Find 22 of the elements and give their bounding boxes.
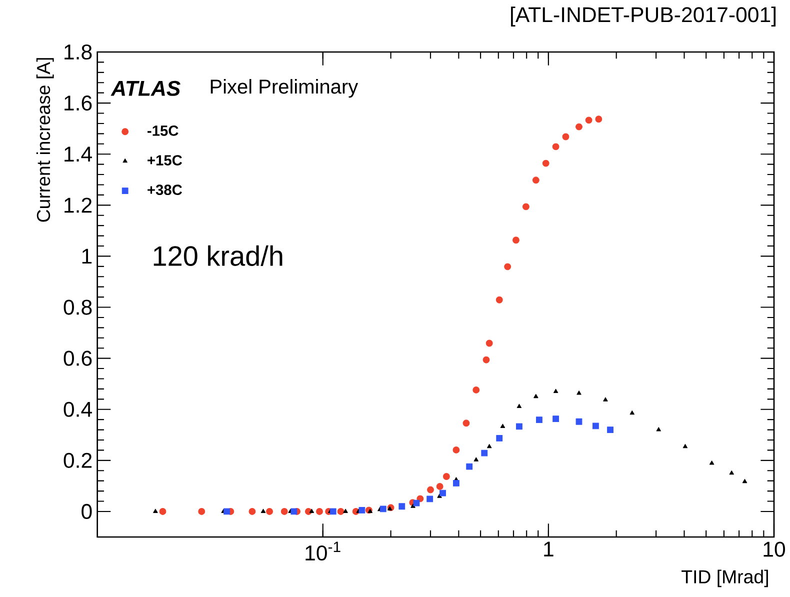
x-tick-label: 10$^{-1}$ <box>306 542 340 561</box>
y-tick-label: 1.8 <box>64 44 92 60</box>
legend-label: -15C <box>148 126 178 136</box>
y-tick-label: 1.2 <box>64 198 92 213</box>
x-axis-title: TID [Mrad] <box>682 570 768 588</box>
y-tick-label: 1.6 <box>64 96 92 111</box>
y-tick-label: 0.2 <box>64 452 92 468</box>
annotation: 120 krad/h <box>154 245 282 266</box>
y-tick-label: 0.8 <box>64 300 92 315</box>
y-tick-label: 0.6 <box>64 350 92 366</box>
y-tick-label: 1.4 <box>64 146 92 162</box>
annotation: Pixel Preliminary <box>210 79 358 98</box>
x-tick-label: 1 <box>544 542 554 556</box>
legend-label: +15C <box>148 155 182 166</box>
y-axis-title: Current increase [A] <box>36 58 54 222</box>
annotation: ATLAS <box>110 80 180 96</box>
y-tick-label: 0 <box>82 504 92 520</box>
chart-title: [ATL-INDET-PUB-2017-001] <box>511 6 776 26</box>
x-tick-label: 10 <box>764 542 786 557</box>
y-tick-label: 1 <box>82 248 92 264</box>
legend-label: +38C <box>148 184 182 196</box>
y-tick-label: 0.4 <box>64 402 92 417</box>
